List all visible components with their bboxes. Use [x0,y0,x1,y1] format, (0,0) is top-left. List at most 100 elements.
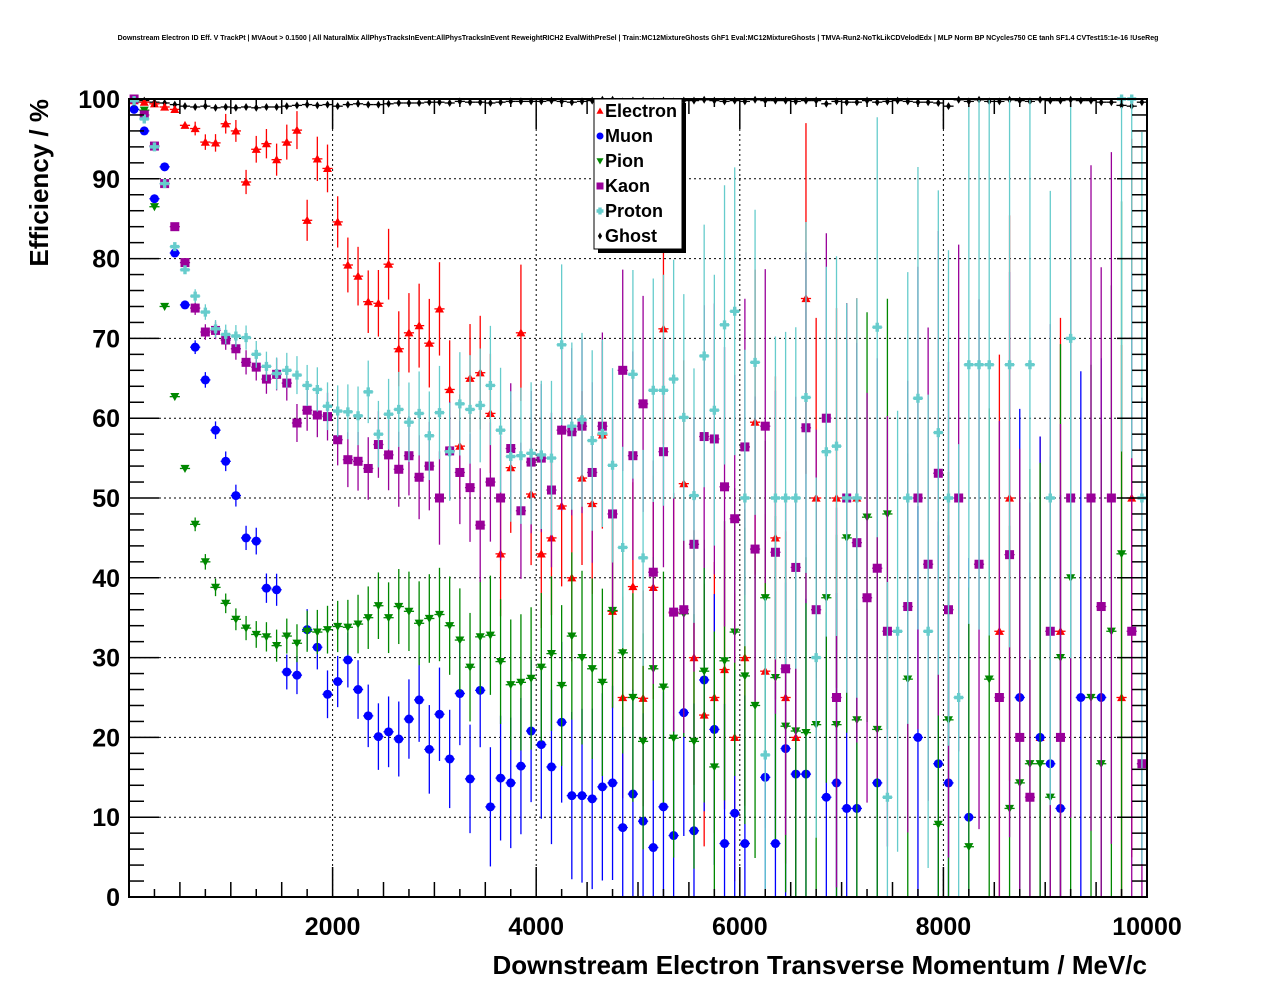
data-point-electron [160,102,170,111]
data-point-pion [567,632,577,641]
data-point-proton [801,392,811,402]
data-point-kaon [994,693,1004,702]
y-tick-label: 10 [92,804,120,832]
data-point-proton [404,417,414,427]
data-point-proton [302,380,312,390]
data-point-muon [404,714,414,724]
data-point-electron [323,163,333,173]
data-point-muon [506,778,516,788]
data-point-proton [709,405,719,415]
data-point-ghost [691,96,697,105]
y-axis-title: Efficiency / % [24,99,54,267]
data-point-proton [272,369,282,379]
data-point-proton [190,291,200,301]
data-point-pion [628,693,638,702]
x-tick-label: 4000 [508,913,564,941]
data-point-muon [373,732,383,742]
data-point-kaon [200,327,210,337]
data-point-proton [384,409,394,419]
data-point-proton [251,349,261,359]
data-point-muon [597,782,607,792]
legend-marker-kaon [596,182,604,190]
data-point-kaon [353,456,363,466]
data-point-muon [567,791,577,801]
data-point-pion [455,636,465,645]
data-point-pion [404,607,414,616]
data-point-muon [139,126,149,136]
data-point-pion [485,631,495,640]
data-point-proton [516,451,526,461]
data-point-pion [750,701,760,710]
data-point-muon [445,754,455,764]
data-point-muon [720,839,730,849]
data-point-ghost [732,96,738,105]
data-point-kaon [414,472,424,482]
data-point-pion [699,667,709,676]
data-point-pion [618,649,628,658]
data-point-kaon [170,222,180,232]
data-point-proton [832,441,842,451]
data-point-kaon [485,477,495,487]
data-point-kaon [618,365,628,375]
data-point-kaon [312,410,322,420]
data-point-ghost [233,103,239,112]
data-point-electron [282,137,292,146]
data-point-proton [964,360,974,370]
data-point-pion [312,628,322,637]
data-point-ghost [172,100,178,109]
data-point-proton [394,404,404,414]
data-point-muon [770,839,780,849]
data-point-proton [923,626,933,636]
data-point-proton [770,493,780,503]
data-point-kaon [496,493,506,503]
legend-marker-electron [596,107,604,114]
data-point-pion [801,729,811,738]
data-point-pion [373,602,383,611]
data-point-proton [231,331,241,341]
data-point-pion [424,614,434,623]
data-point-kaon [333,435,343,445]
data-point-ghost [874,98,880,107]
data-point-muon [608,778,618,788]
data-point-kaon [750,544,760,554]
data-point-proton [954,693,964,702]
data-point-proton [536,450,546,460]
data-point-pion [964,843,974,852]
data-point-ghost [243,102,249,111]
data-point-proton [200,307,210,317]
data-point-proton [720,320,730,330]
data-point-ghost [1098,98,1104,107]
data-point-electron [231,126,241,135]
data-point-proton [882,792,892,802]
data-point-proton [353,411,363,421]
data-point-muon [455,689,465,699]
data-point-proton [567,421,577,431]
data-point-ghost [416,98,422,107]
data-point-kaon [241,357,251,367]
data-point-proton [455,399,465,409]
data-point-electron [180,120,190,129]
data-point-kaon [1086,493,1096,503]
data-point-ghost [1058,96,1063,105]
data-point-muon [821,792,831,802]
data-point-pion [546,650,556,659]
data-point-proton [241,333,251,343]
data-point-kaon [679,605,689,615]
data-point-pion [689,737,699,746]
data-point-electron [363,297,373,306]
legend-label-pion: Pion [605,151,644,171]
data-point-electron [139,97,149,106]
data-point-pion [1035,760,1045,769]
data-point-electron [373,298,383,307]
data-point-kaon [1096,602,1106,612]
data-point-ghost [213,103,218,112]
data-point-proton [760,750,770,760]
data-point-pion [190,520,200,529]
data-point-proton [597,428,607,438]
data-point-muon [211,425,221,435]
data-point-proton [363,387,373,397]
data-point-pion [475,633,485,642]
data-point-proton [221,329,231,339]
data-point-proton [638,553,648,563]
